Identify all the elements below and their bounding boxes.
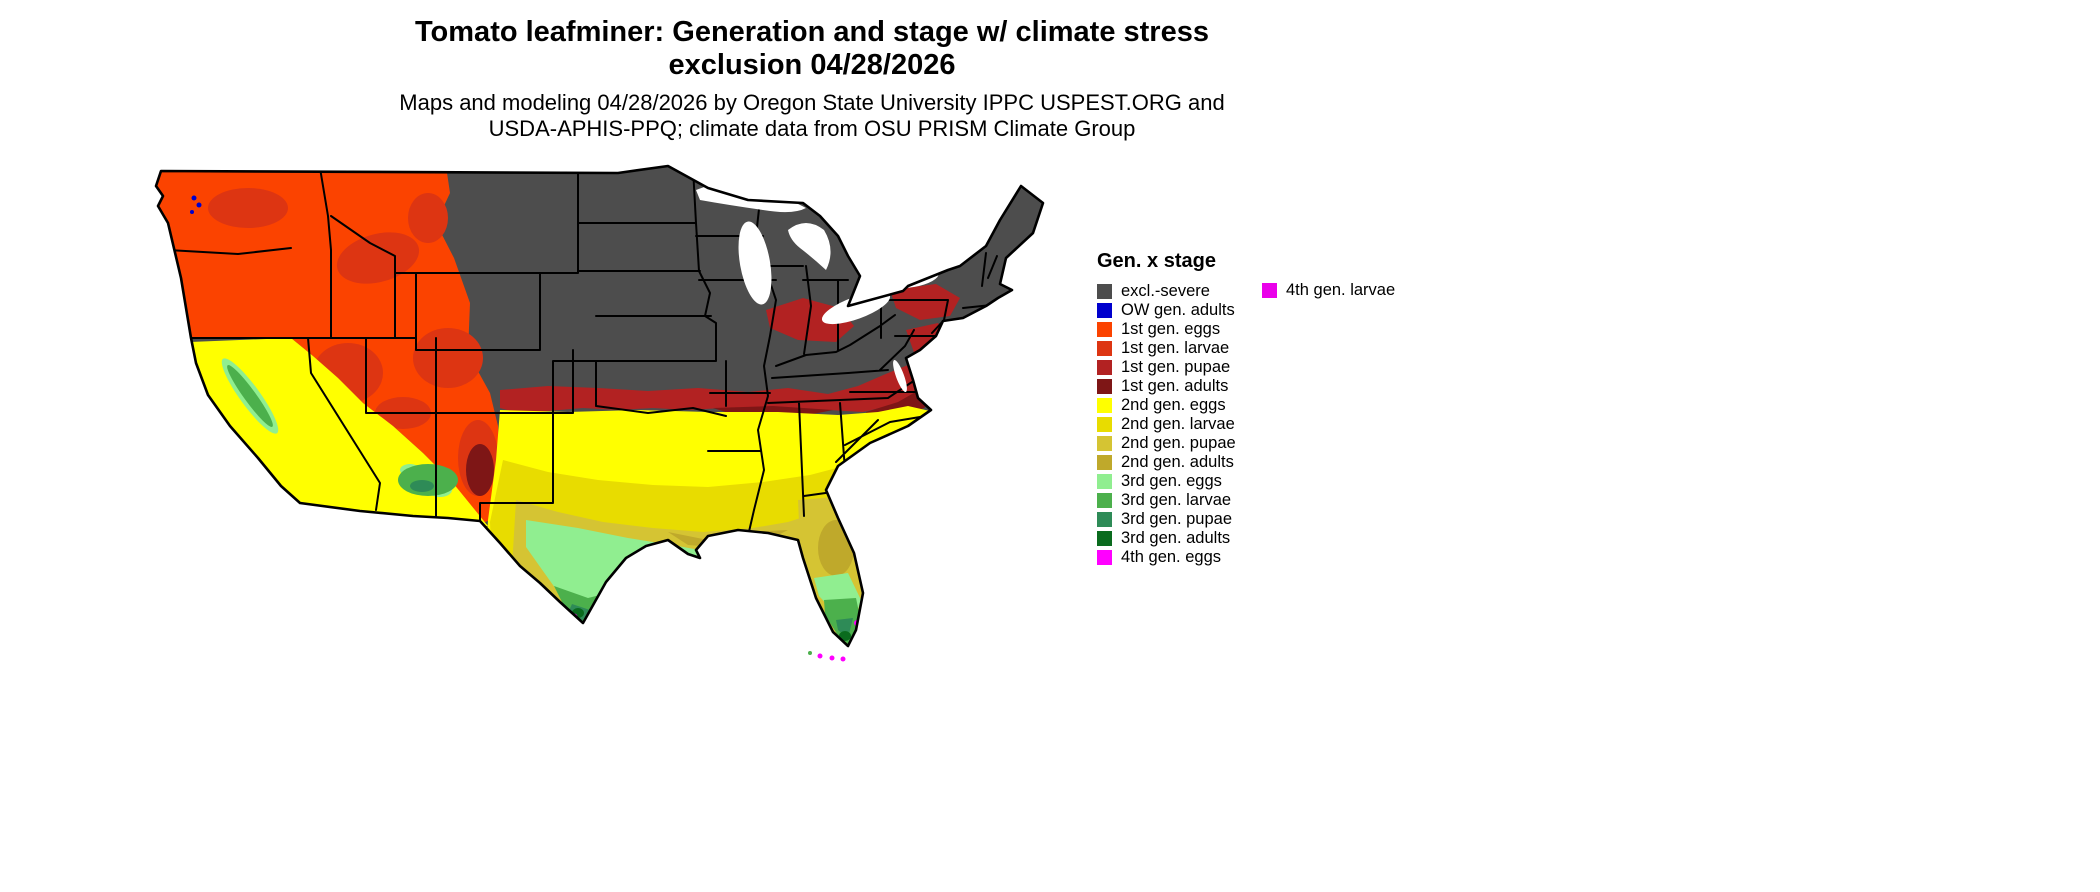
map-legend: Gen. x stage excl.-severe OW gen. adults… bbox=[1097, 250, 1557, 567]
legend-swatch bbox=[1097, 550, 1112, 565]
legend-swatch bbox=[1097, 303, 1112, 318]
legend-swatch bbox=[1097, 512, 1112, 527]
legend-swatch bbox=[1097, 474, 1112, 489]
legend-item-label: 1st gen. pupae bbox=[1121, 358, 1231, 376]
region-4th-gen-eggs bbox=[570, 613, 860, 626]
legend-item-label: 2nd gen. adults bbox=[1121, 453, 1234, 471]
legend-item: 1st gen. larvae bbox=[1097, 339, 1557, 358]
legend-item-label: 2nd gen. eggs bbox=[1121, 396, 1226, 414]
legend-item-label: 3rd gen. eggs bbox=[1121, 472, 1222, 490]
us-outline bbox=[154, 164, 1045, 648]
legend-swatch bbox=[1097, 341, 1112, 356]
legend-swatch bbox=[1262, 283, 1277, 298]
title-line-2: exclusion 04/28/2026 bbox=[668, 49, 956, 81]
page-title: Tomato leafminer: Generation and stage w… bbox=[0, 16, 1624, 82]
legend-swatch bbox=[1097, 455, 1112, 470]
legend-title: Gen. x stage bbox=[1097, 250, 1216, 272]
legend-item: 1st gen. pupae bbox=[1097, 358, 1557, 377]
lake-huron bbox=[788, 223, 831, 270]
credits-line-2: USDA-APHIS-PPQ; climate data from OSU PR… bbox=[488, 116, 1136, 141]
legend-swatch bbox=[1097, 493, 1112, 508]
legend-item: 3rd gen. pupae bbox=[1097, 510, 1557, 529]
legend-item-label: 1st gen. eggs bbox=[1121, 320, 1221, 338]
map-credits: Maps and modeling 04/28/2026 by Oregon S… bbox=[0, 90, 1624, 142]
region-ow-gen-adults bbox=[190, 195, 202, 214]
legend-item-label: 1st gen. larvae bbox=[1121, 339, 1230, 357]
legend-item: excl.-severe bbox=[1097, 282, 1557, 301]
map-container bbox=[148, 158, 1073, 673]
legend-item: 1st gen. eggs bbox=[1097, 320, 1557, 339]
legend-swatch bbox=[1097, 417, 1112, 432]
us-map bbox=[154, 164, 1045, 662]
legend-item-label: 2nd gen. larvae bbox=[1121, 415, 1235, 433]
region-3rd-gen-adults bbox=[572, 608, 851, 641]
legend-item: 3rd gen. larvae bbox=[1097, 491, 1557, 510]
legend-swatch bbox=[1097, 322, 1112, 337]
legend-swatch bbox=[1097, 379, 1112, 394]
legend-item-label: 1st gen. adults bbox=[1121, 377, 1229, 395]
legend-swatch bbox=[1097, 360, 1112, 375]
legend-item: 3rd gen. eggs bbox=[1097, 472, 1557, 491]
legend-swatch bbox=[1097, 436, 1112, 451]
legend-item: OW gen. adults bbox=[1097, 301, 1557, 320]
legend-swatch bbox=[1097, 398, 1112, 413]
florida-keys-dots bbox=[808, 651, 846, 662]
chesapeake-bay bbox=[893, 359, 907, 393]
legend-item: 2nd gen. eggs bbox=[1097, 396, 1557, 415]
lake-michigan bbox=[738, 221, 772, 305]
legend-item: 2nd gen. larvae bbox=[1097, 415, 1557, 434]
legend-item: 1st gen. adults bbox=[1097, 377, 1557, 396]
legend-item: 2nd gen. adults bbox=[1097, 453, 1557, 472]
legend-column-2: 4th gen. larvae bbox=[1262, 281, 1395, 300]
legend-item-label: 3rd gen. adults bbox=[1121, 529, 1231, 547]
legend-item: 4th gen. eggs bbox=[1097, 548, 1557, 567]
legend-item-label: 4th gen. eggs bbox=[1121, 548, 1221, 566]
legend-item: 3rd gen. adults bbox=[1097, 529, 1557, 548]
credits-line-1: Maps and modeling 04/28/2026 by Oregon S… bbox=[399, 90, 1225, 115]
legend-item-label: 4th gen. larvae bbox=[1286, 281, 1396, 299]
legend-swatch bbox=[1097, 284, 1112, 299]
map-regions bbox=[156, 166, 1043, 646]
title-line-1: Tomato leafminer: Generation and stage w… bbox=[415, 16, 1209, 48]
legend-item-label: excl.-severe bbox=[1121, 282, 1210, 300]
legend-item-label: 2nd gen. pupae bbox=[1121, 434, 1236, 452]
legend-item-label: 3rd gen. larvae bbox=[1121, 491, 1232, 509]
legend-item-label: 3rd gen. pupae bbox=[1121, 510, 1233, 528]
legend-item: 2nd gen. pupae bbox=[1097, 434, 1557, 453]
legend-column-1: excl.-severe OW gen. adults 1st gen. egg… bbox=[1097, 282, 1557, 567]
legend-item: 4th gen. larvae bbox=[1262, 281, 1395, 300]
legend-swatch bbox=[1097, 531, 1112, 546]
legend-item-label: OW gen. adults bbox=[1121, 301, 1235, 319]
